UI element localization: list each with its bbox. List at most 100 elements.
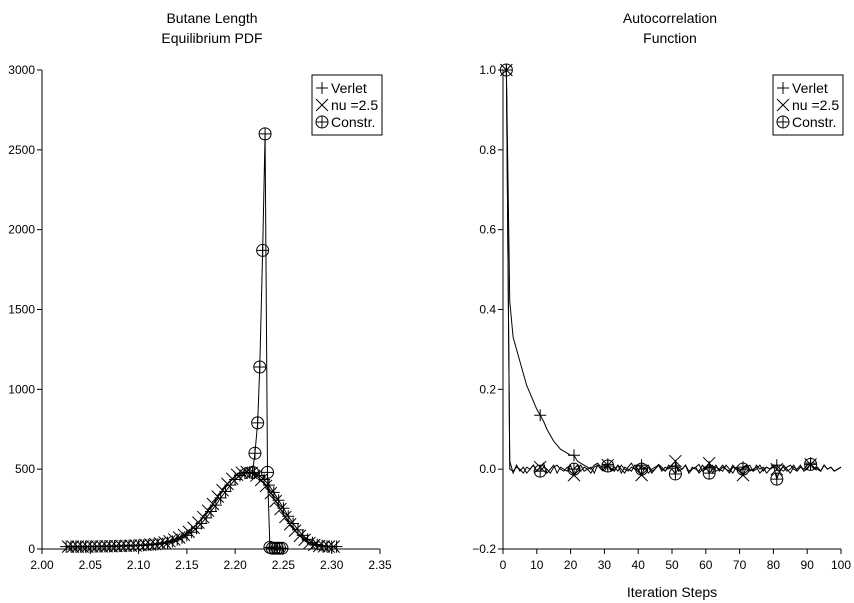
legend-marker [315, 115, 329, 129]
marker-plus [246, 466, 259, 479]
marker-plus [635, 463, 648, 476]
data-point [269, 494, 283, 508]
data-point [322, 540, 336, 553]
data-point [95, 540, 109, 553]
x-tick-label: 2.00 [30, 558, 54, 572]
series-line [252, 133, 282, 549]
x-tick-label: 2.30 [320, 558, 344, 572]
data-point [317, 540, 331, 553]
data-point [312, 539, 326, 553]
data-point [192, 516, 205, 530]
x-tick-label: 2.05 [79, 558, 103, 572]
x-tick-label: 60 [699, 558, 713, 572]
legend-box [772, 74, 844, 136]
legend-marker [315, 98, 329, 112]
x-tick-label: 2.35 [368, 558, 392, 572]
data-point [327, 540, 340, 553]
marker-plus [500, 64, 513, 76]
data-point [736, 462, 750, 476]
legend-marker [316, 82, 328, 94]
data-point [303, 536, 316, 550]
marker-plus [275, 542, 288, 555]
y-tick-label: 1.0 [479, 63, 496, 77]
data-point [264, 486, 278, 500]
y-tick-label: 3000 [8, 63, 35, 77]
data-point [90, 540, 104, 553]
data-point [668, 467, 682, 481]
chart-title-line: Butane Length [166, 10, 257, 26]
marker-plus [253, 360, 266, 373]
legend-label: Constr. [331, 114, 375, 130]
y-tick-label: 1000 [8, 382, 35, 396]
y-tick-label: 2000 [8, 223, 35, 237]
data-point [225, 472, 239, 486]
autocorrelation-chart: Autocorrelation Function 0 10 20 30 40 50 60 70 80… [472, 10, 851, 600]
y-tick-label: 0.4 [479, 303, 496, 317]
series-constr- [246, 127, 289, 555]
y-tick-label: 500 [15, 462, 35, 476]
x-tick-label: 20 [564, 558, 578, 572]
marker-plus [567, 463, 580, 476]
series-verlet [60, 466, 343, 553]
data-point [567, 449, 580, 462]
data-point [201, 504, 215, 518]
y-tick-label: 0 [28, 542, 35, 556]
y-tick-label: 0.2 [479, 382, 496, 396]
marker-plus [736, 463, 749, 476]
data-point [66, 540, 80, 553]
x-tick-label: 40 [632, 558, 646, 572]
data-point [260, 465, 274, 479]
marker-plus [703, 467, 716, 480]
x-tick-label: 2.15 [175, 558, 199, 572]
chart-title-line: Autocorrelation [623, 10, 717, 26]
data-point [601, 459, 615, 473]
data-point [235, 466, 249, 480]
data-point [253, 360, 267, 374]
series-nu-2-5 [61, 465, 340, 553]
marker-plus [261, 466, 274, 479]
data-point [76, 540, 89, 553]
data-point [124, 539, 138, 553]
marker-plus [534, 465, 547, 478]
marker-plus [316, 116, 328, 128]
x-tick-label: 30 [598, 558, 612, 572]
legend-label: nu =2.5 [792, 97, 839, 113]
data-point [669, 454, 682, 468]
y-tick-label: 0.0 [479, 462, 496, 476]
legend-marker [777, 82, 789, 94]
data-point [81, 540, 94, 553]
x-axis-label: Iteration Steps [627, 584, 717, 600]
chart-title-line: Function [643, 30, 697, 46]
data-point [85, 540, 99, 553]
marker-plus [770, 473, 783, 486]
y-tick-label: 1500 [8, 303, 35, 317]
chart-title-line: Equilibrium PDF [161, 30, 262, 46]
legend-label: Verlet [792, 80, 828, 96]
data-point [110, 539, 123, 553]
marker-plus [251, 416, 264, 429]
data-point [256, 243, 270, 257]
x-tick-label: 70 [733, 558, 747, 572]
marker-plus [259, 127, 272, 140]
x-tick-label: 90 [801, 558, 815, 572]
pdf-chart: Butane Length Equilibrium PDF 2.00 2.05 2.10… [8, 10, 392, 572]
data-point [216, 483, 229, 497]
marker-plus [777, 116, 789, 128]
data-point [129, 539, 143, 552]
legend-label: Verlet [331, 80, 367, 96]
y-tick-label: 0.8 [479, 143, 496, 157]
series-constr- [499, 63, 842, 486]
x-tick-label: 10 [530, 558, 544, 572]
data-point [158, 536, 171, 549]
data-point [567, 462, 581, 476]
data-point [230, 468, 244, 482]
data-point [167, 533, 181, 546]
legend-marker [776, 98, 790, 112]
data-point [702, 466, 716, 480]
marker-plus [256, 244, 269, 257]
legend-marker [776, 115, 790, 129]
series-line [68, 471, 334, 548]
marker-plus [248, 447, 261, 460]
